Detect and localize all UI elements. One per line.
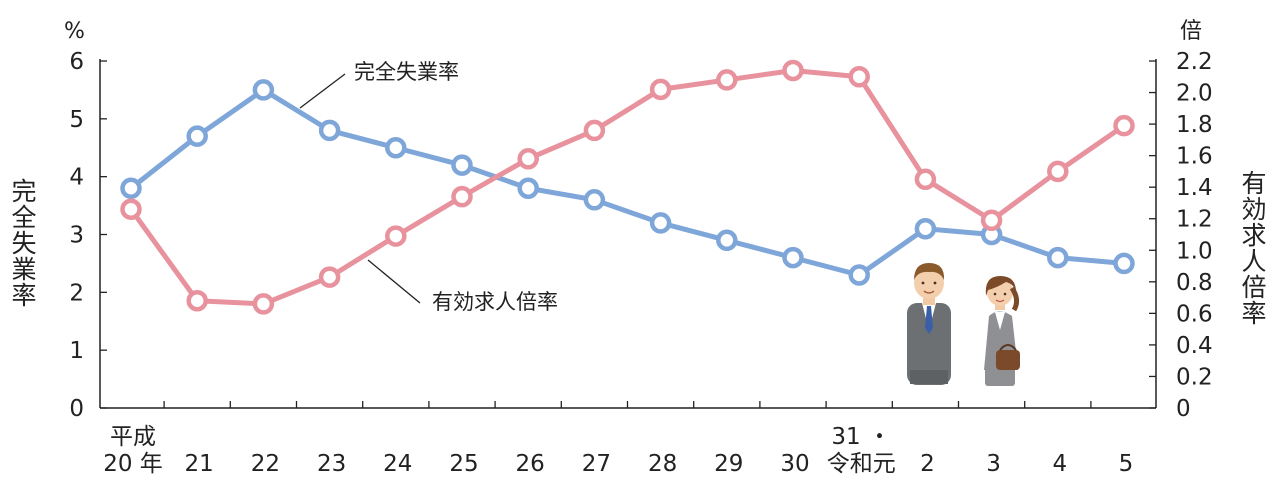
data-point-job-ratio xyxy=(782,59,804,82)
data-point-job-ratio xyxy=(716,69,738,91)
x-tick-label: 4 xyxy=(1052,451,1067,477)
right-tick-label: 1.2 xyxy=(1176,207,1213,233)
left-tick-label: 0 xyxy=(69,396,84,422)
data-point-job-ratio xyxy=(1047,160,1069,183)
x-tick-label: 25 xyxy=(449,451,478,477)
data-point-job-ratio xyxy=(980,209,1003,232)
data-point-job-ratio xyxy=(517,148,539,170)
data-point-unemployment xyxy=(1047,246,1069,269)
right-axis-ticks: 0 0.2 0.4 0.6 0.8 1.0 1.2 1.4 1.6 1.8 2.0 2.2 xyxy=(1149,49,1213,422)
data-point-unemployment xyxy=(583,189,606,211)
right-tick-label: 1.6 xyxy=(1176,144,1213,170)
data-point-job-ratio xyxy=(1113,114,1135,137)
left-tick-label: 2 xyxy=(69,280,84,306)
job-ratio-callout-line xyxy=(367,259,421,304)
x-tick-label: 5 xyxy=(1119,451,1134,477)
businessman-icon xyxy=(907,263,951,385)
x-tick-label: 3 xyxy=(986,451,1001,477)
x-tick-label-top: 31 ・ xyxy=(831,424,891,450)
data-point-unemployment xyxy=(318,119,341,142)
right-tick-label: 2.2 xyxy=(1176,49,1213,75)
x-tick-label: 26 xyxy=(516,451,545,477)
x-tick-label: 21 xyxy=(185,451,214,477)
unemployment-series-label: 完全失業率 xyxy=(354,60,459,84)
right-tick-label: 1.0 xyxy=(1176,238,1213,264)
series-callouts: 完全失業率 有効求人倍率 xyxy=(299,60,558,314)
right-tick-label: 0.6 xyxy=(1176,301,1213,327)
left-tick-label: 1 xyxy=(69,338,84,364)
data-point-unemployment xyxy=(120,177,142,199)
data-point-job-ratio xyxy=(120,198,142,221)
data-point-unemployment xyxy=(252,79,275,101)
right-tick-label: 0 xyxy=(1176,396,1191,422)
data-point-unemployment xyxy=(517,177,539,199)
x-tick-label-top: 平成 xyxy=(110,424,156,450)
x-tick-label: 27 xyxy=(582,451,611,477)
data-point-unemployment xyxy=(649,212,672,234)
data-point-job-ratio xyxy=(848,66,870,88)
x-tick-label: 28 xyxy=(648,451,677,477)
x-tick-label: 24 xyxy=(383,451,412,477)
data-point-job-ratio xyxy=(252,293,275,315)
x-tick-label: 30 xyxy=(780,451,809,477)
data-point-job-ratio xyxy=(186,289,208,312)
business-people-illustration xyxy=(907,263,1020,386)
data-point-unemployment xyxy=(385,137,407,159)
data-point-unemployment xyxy=(716,229,738,252)
right-tick-label: 1.4 xyxy=(1176,175,1213,201)
data-point-job-ratio xyxy=(451,185,473,208)
data-point-job-ratio xyxy=(649,78,672,101)
data-point-unemployment xyxy=(848,264,870,286)
series-line-job-ratio xyxy=(128,67,1126,307)
left-tick-label: 3 xyxy=(69,223,84,249)
right-axis-title: 有効求人倍率 xyxy=(1238,170,1267,326)
job-ratio-series-label: 有効求人倍率 xyxy=(432,290,558,314)
right-axis-unit: 倍 xyxy=(1180,19,1202,44)
x-tick-label: 22 xyxy=(251,451,280,477)
businesswoman-icon xyxy=(984,276,1020,386)
right-tick-label: 2.0 xyxy=(1176,81,1213,107)
data-point-unemployment xyxy=(782,246,804,269)
left-axis-unit: % xyxy=(64,19,85,44)
data-point-job-ratio xyxy=(583,119,606,142)
x-tick-label: 2 xyxy=(920,451,935,477)
left-axis-ticks: 0 1 2 3 4 5 6 xyxy=(69,49,107,422)
right-tick-label: 0.4 xyxy=(1176,333,1213,359)
left-tick-label: 6 xyxy=(69,49,84,75)
right-tick-label: 0.2 xyxy=(1176,364,1213,390)
data-point-unemployment xyxy=(1113,252,1135,275)
x-tick-label: 令和元 xyxy=(827,451,896,477)
series-line-unemployment xyxy=(129,87,1125,278)
data-point-unemployment xyxy=(451,154,473,176)
data-point-unemployment xyxy=(186,125,208,147)
series-layer xyxy=(120,59,1135,315)
unemployment-callout-line xyxy=(299,73,346,109)
left-tick-label: 4 xyxy=(69,165,84,191)
x-tick-label: 20 年 xyxy=(103,451,163,477)
data-point-job-ratio xyxy=(914,168,937,191)
x-tick-label: 29 xyxy=(714,451,743,477)
right-tick-label: 1.8 xyxy=(1176,112,1213,138)
x-tick-label: 23 xyxy=(317,451,346,477)
data-point-unemployment xyxy=(914,217,937,240)
data-point-job-ratio xyxy=(318,266,341,288)
data-point-job-ratio xyxy=(385,225,407,247)
left-tick-label: 5 xyxy=(69,107,84,133)
right-tick-label: 0.8 xyxy=(1176,270,1213,296)
left-axis-title: 完全失業率 xyxy=(8,178,37,308)
